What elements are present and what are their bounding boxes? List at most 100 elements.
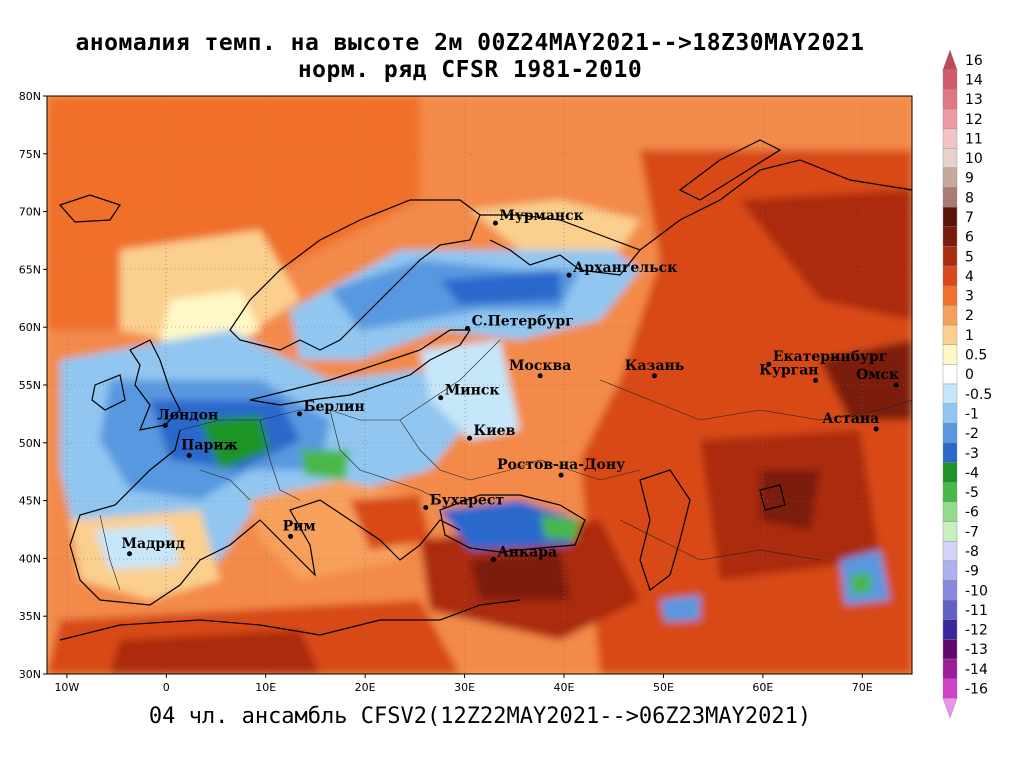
colorbar-label: -10 [965, 583, 988, 599]
colorbar-segment [942, 265, 958, 286]
borders [99, 339, 912, 591]
colorbar-segment [942, 89, 958, 110]
colorbar-label: 2 [965, 308, 974, 324]
grid [47, 96, 912, 674]
colorbar-label: 7 [965, 210, 974, 226]
city-label: С.Петербург [472, 313, 574, 329]
colorbar-segment [942, 678, 958, 699]
colorbar-label: -2 [965, 426, 979, 442]
colorbar-segment [942, 462, 958, 483]
colorbar-label: 1 [965, 328, 974, 344]
lon-tick-label: 70E [852, 681, 873, 694]
lon-tick-label: 60E [752, 681, 773, 694]
city-label: Киев [474, 423, 516, 439]
lat-tick-label: 55N [19, 379, 41, 392]
lat-tick-label: 75N [19, 148, 41, 161]
colorbar-label: 8 [965, 190, 974, 206]
colorbar-label: 0.5 [965, 348, 987, 364]
colorbar-segment [942, 540, 958, 562]
colorbar-segment [942, 580, 958, 601]
colorbar-segment [942, 442, 958, 463]
city-dot [423, 505, 429, 511]
colorbar-label: -0.5 [965, 387, 992, 403]
colorbar-segment [942, 128, 958, 149]
ensemble-caption: 04 чл. ансамбль CFSV2(12Z22MAY2021-->06Z… [148, 704, 812, 729]
colorbar: 16 14 13 12 11 10 9 8 7 6 5 4 3 2 1 0.5 0 -0.5 -1 -2 -3 -4 -5 -… [942, 49, 992, 719]
colorbar-label: -13 [965, 642, 988, 658]
colorbar-segment [942, 599, 958, 620]
colorbar-segment [942, 521, 958, 542]
lat-tick-label: 45N [19, 495, 41, 508]
colorbar-segment [942, 324, 958, 345]
city-dot [288, 533, 294, 539]
colorbar-segment [942, 619, 958, 640]
colorbar-label: 12 [965, 112, 983, 128]
longitude-ticks: 10W 0 10E 20E 30E 40E 50E 60E 70E [54, 674, 873, 694]
city-dot [566, 272, 572, 278]
colorbar-segment [942, 383, 958, 404]
colorbar-top-arrow [942, 49, 958, 70]
city-dot [297, 411, 303, 417]
colorbar-label: 11 [965, 131, 983, 147]
city-label: Минск [445, 383, 500, 399]
city-dot [465, 325, 471, 331]
city-dot [127, 551, 133, 557]
colorbar-label: 14 [965, 72, 983, 88]
city-label: Ростов-на-Дону [497, 457, 625, 473]
city-dot [893, 382, 899, 388]
city-dot [186, 453, 192, 459]
colorbar-segment [942, 658, 958, 679]
colorbar-segment [942, 148, 958, 169]
city-label: Екатеринбург [773, 349, 888, 365]
colorbar-label: 4 [965, 269, 974, 285]
city-label: Казань [625, 358, 685, 374]
colorbar-segment [942, 108, 958, 129]
lon-tick-label: 0 [163, 681, 170, 694]
colorbar-label: -12 [965, 623, 988, 639]
lat-tick-label: 35N [19, 610, 41, 623]
colorbar-label: 3 [965, 289, 974, 305]
city-dot [162, 422, 168, 428]
city-dot [467, 435, 473, 441]
colorbar-segment [942, 639, 958, 660]
colorbar-label: -5 [965, 485, 979, 501]
city-label: Анкара [497, 545, 557, 561]
colorbar-label: 9 [965, 171, 974, 187]
lat-tick-label: 70N [19, 206, 41, 219]
chart-title-line2: норм. ряд CFSR 1981-2010 [297, 57, 643, 83]
city-label: Лондон [157, 407, 218, 423]
lat-tick-label: 80N [19, 90, 41, 103]
colorbar-label: -1 [965, 406, 979, 422]
colorbar-segment [942, 285, 958, 306]
colorbar-segment [942, 167, 958, 188]
colorbar-label: -6 [965, 505, 979, 521]
lon-tick-label: 10W [54, 681, 79, 694]
city-dot [651, 373, 657, 379]
anomaly-field [47, 96, 912, 674]
colorbar-label: -7 [965, 524, 979, 540]
city-label: Мурманск [499, 208, 583, 224]
city-label: Астана [822, 411, 879, 427]
colorbar-label: 5 [965, 249, 974, 265]
colorbar-label: -9 [965, 564, 979, 580]
city-dot [537, 373, 543, 379]
city-label: Омск [856, 367, 899, 383]
lat-tick-label: 30N [19, 668, 41, 681]
colorbar-segment [942, 206, 958, 228]
colorbar-label: -16 [965, 682, 988, 698]
city-dot [438, 395, 444, 401]
colorbar-segment [942, 246, 958, 267]
colorbar-segment [942, 482, 958, 503]
lon-tick-label: 20E [355, 681, 376, 694]
colorbar-label: -4 [965, 465, 979, 481]
colorbar-segment [942, 423, 958, 444]
lon-tick-label: 10E [255, 681, 276, 694]
city-label: Париж [181, 438, 238, 454]
city-label: Архангельск [573, 260, 677, 276]
chart-title-line1: аномалия темп. на высоте 2м 00Z24MAY2021… [75, 30, 865, 56]
colorbar-label: 0 [965, 367, 974, 383]
colorbar-label: 10 [965, 151, 983, 167]
city-label: Мадрид [122, 536, 185, 552]
colorbar-segment [942, 344, 958, 365]
